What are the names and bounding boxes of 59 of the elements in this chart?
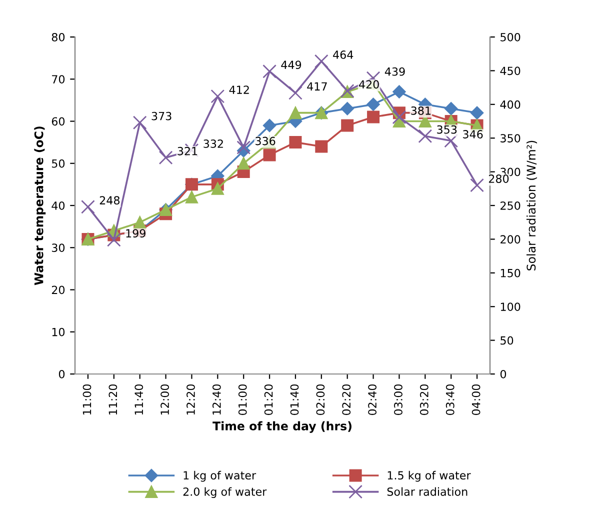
y2-axis-title: Solar radiation (W/m²) <box>526 140 538 270</box>
x-tick-label: 02:40 <box>368 384 377 416</box>
y-tick-label: 0 <box>58 370 65 378</box>
x-tick-label: 12:00 <box>160 384 170 415</box>
x-tick-label: 12:20 <box>186 384 195 415</box>
y2-tick-label: 250 <box>500 201 520 210</box>
x-tick-label: 11:20 <box>108 384 118 415</box>
data-label: 420 <box>359 80 379 89</box>
x-tick-label: 11:00 <box>82 384 92 415</box>
legend-label: 1 kg of water <box>184 470 256 482</box>
y2-tick-label: 50 <box>500 336 514 345</box>
legend-label: 2.0 kg of water <box>183 487 267 498</box>
data-label: 381 <box>411 106 431 115</box>
data-label: 248 <box>100 196 120 205</box>
data-label: 373 <box>152 112 172 120</box>
data-label: 346 <box>463 130 483 138</box>
data-label: 449 <box>281 60 302 70</box>
y-tick-label: 50 <box>52 159 65 168</box>
y-axis-title: Water temperature (oC) <box>34 126 46 286</box>
x-tick-label: 03:20 <box>420 384 428 416</box>
y-tick-label: 80 <box>52 32 65 42</box>
x-axis-title: Time of the day (hrs) <box>212 421 352 433</box>
y-tick-label: 60 <box>52 117 65 126</box>
data-label: 280 <box>488 174 509 183</box>
data-label: 336 <box>256 136 276 146</box>
y-tick-label: 70 <box>52 75 65 84</box>
data-label: 464 <box>333 50 354 59</box>
y2-tick-label: 300 <box>500 168 520 176</box>
y2-tick-label: 200 <box>500 235 520 244</box>
y2-tick-label: 450 <box>500 66 520 76</box>
y2-tick-label: 400 <box>500 100 520 109</box>
legend-label: 1.5 kg of water <box>388 470 471 482</box>
data-label: 412 <box>229 86 249 94</box>
y2-tick-label: 100 <box>500 302 520 311</box>
x-tick-label: 03:00 <box>394 384 402 416</box>
x-tick-label: 03:40 <box>446 384 454 416</box>
x-tick-label: 01:20 <box>264 384 273 416</box>
legend-label: Solar radiation <box>387 487 468 496</box>
y2-tick-label: 500 <box>500 32 520 42</box>
x-tick-label: 01:40 <box>290 384 299 416</box>
data-label: 332 <box>204 139 223 148</box>
data-label: 439 <box>384 67 405 76</box>
y2-tick-label: 350 <box>500 134 520 142</box>
y2-tick-label: 0 <box>500 370 506 378</box>
y-tick-label: 40 <box>52 201 65 210</box>
data-label: 417 <box>307 82 327 90</box>
x-tick-label: 04:00 <box>472 384 480 416</box>
x-tick-label: 02:20 <box>342 384 351 416</box>
y-tick-label: 20 <box>52 286 65 294</box>
y-tick-label: 30 <box>52 244 65 252</box>
x-tick-label: 02:00 <box>316 384 325 416</box>
x-tick-label: 11:40 <box>134 384 144 415</box>
data-label: 321 <box>178 146 198 156</box>
x-tick-label: 12:40 <box>212 384 221 415</box>
data-label: 199 <box>126 229 146 238</box>
y2-tick-label: 150 <box>500 268 520 278</box>
x-tick-label: 01:00 <box>238 384 247 416</box>
y-tick-label: 10 <box>52 328 65 336</box>
data-label: 353 <box>437 125 457 134</box>
